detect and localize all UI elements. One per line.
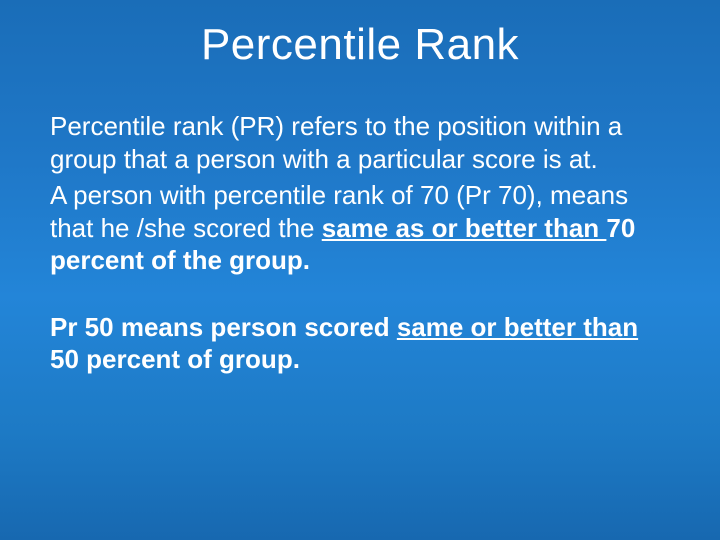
p3-tail: 50 percent of group. [50,344,300,374]
slide-title: Percentile Rank [50,20,670,70]
paragraph-2: A person with percentile rank of 70 (Pr … [50,179,670,277]
paragraph-3: Pr 50 means person scored same or better… [50,311,670,376]
paragraph-1: Percentile rank (PR) refers to the posit… [50,110,670,175]
p3-mid: means person scored [121,312,397,342]
spacer [50,281,670,311]
p3-lead: Pr 50 [50,312,121,342]
p3-underline: same or better than [397,312,638,342]
slide: Percentile Rank Percentile rank (PR) ref… [0,0,720,540]
slide-body: Percentile rank (PR) refers to the posit… [50,110,670,376]
p2-emphasis: same as or better than [322,213,607,243]
